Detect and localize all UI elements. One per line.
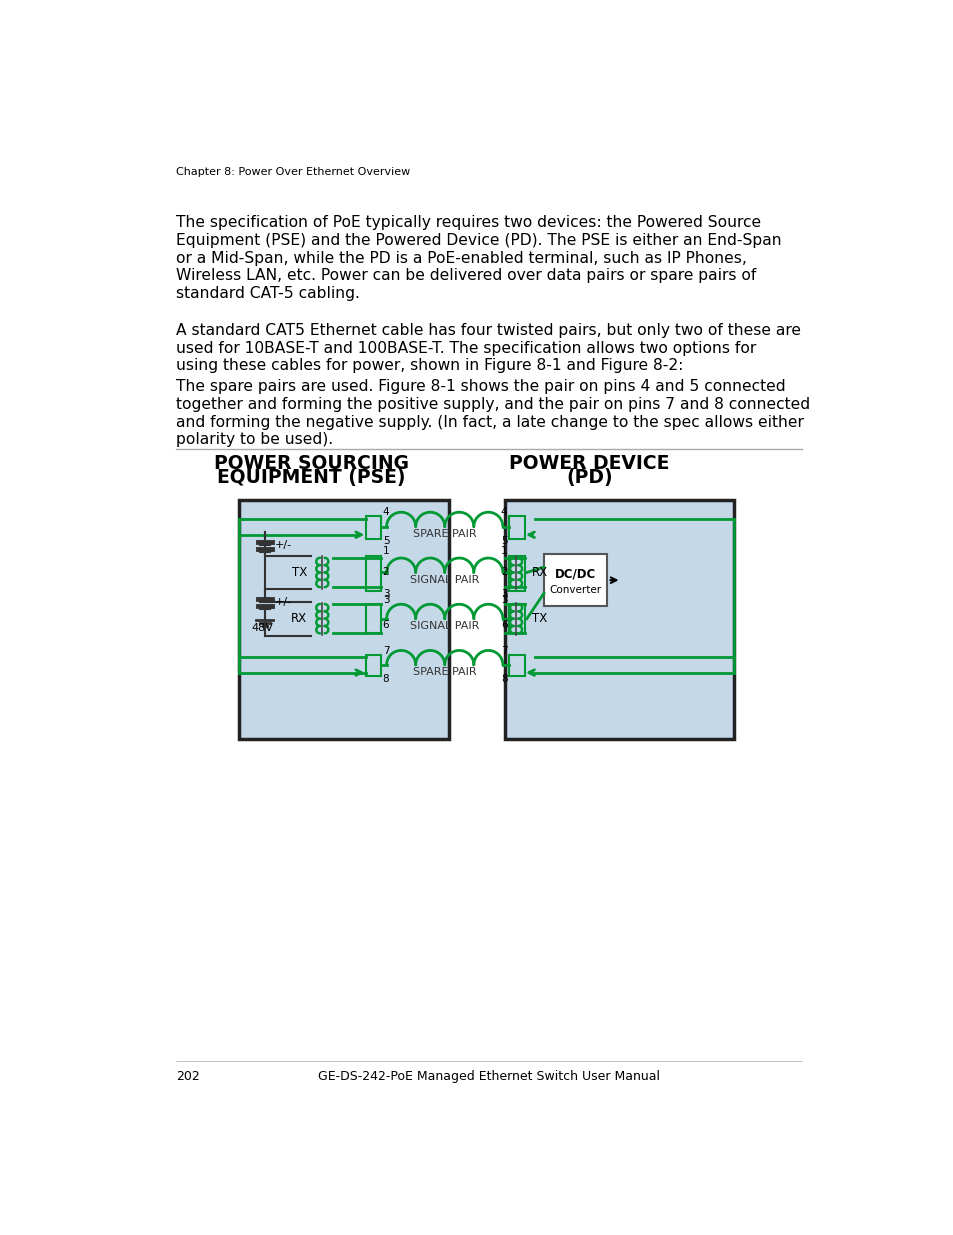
Text: 8: 8 <box>500 674 507 684</box>
FancyBboxPatch shape <box>509 516 524 538</box>
FancyBboxPatch shape <box>365 655 381 677</box>
Text: TX: TX <box>292 566 307 579</box>
Text: The spare pairs are used. Figure 8-1 shows the pair on pins 4 and 5 connected: The spare pairs are used. Figure 8-1 sho… <box>175 379 784 394</box>
Text: 202: 202 <box>175 1070 199 1083</box>
Text: 7: 7 <box>382 646 389 656</box>
Text: 1: 1 <box>382 546 389 556</box>
FancyBboxPatch shape <box>365 556 381 592</box>
Text: DC/DC: DC/DC <box>555 567 596 580</box>
Text: +/-: +/- <box>274 540 292 550</box>
Text: 3: 3 <box>382 595 389 605</box>
Text: GE-DS-242-PoE Managed Ethernet Switch User Manual: GE-DS-242-PoE Managed Ethernet Switch Us… <box>317 1070 659 1083</box>
Text: 7: 7 <box>500 646 507 656</box>
Text: RX: RX <box>291 613 307 625</box>
FancyBboxPatch shape <box>509 604 524 634</box>
Text: or a Mid-Span, while the PD is a PoE-enabled terminal, such as IP Phones,: or a Mid-Span, while the PD is a PoE-ena… <box>175 251 746 266</box>
FancyBboxPatch shape <box>365 604 381 634</box>
Text: SIGNAL PAIR: SIGNAL PAIR <box>410 621 479 631</box>
FancyBboxPatch shape <box>509 556 524 592</box>
FancyBboxPatch shape <box>509 655 524 677</box>
Text: 2: 2 <box>382 567 389 578</box>
Text: Wireless LAN, etc. Power can be delivered over data pairs or spare pairs of: Wireless LAN, etc. Power can be delivere… <box>175 268 756 283</box>
Text: SIGNAL PAIR: SIGNAL PAIR <box>410 574 479 585</box>
Text: 2: 2 <box>500 567 507 578</box>
Text: polarity to be used).: polarity to be used). <box>175 432 333 447</box>
Text: 5: 5 <box>382 536 389 546</box>
Text: 4: 4 <box>382 508 389 517</box>
FancyBboxPatch shape <box>239 500 448 739</box>
Text: (PD): (PD) <box>566 468 613 487</box>
Text: A standard CAT5 Ethernet cable has four twisted pairs, but only two of these are: A standard CAT5 Ethernet cable has four … <box>175 324 800 338</box>
Text: standard CAT-5 cabling.: standard CAT-5 cabling. <box>175 287 359 301</box>
Text: 3: 3 <box>500 595 507 605</box>
Text: EQUIPMENT (PSE): EQUIPMENT (PSE) <box>217 468 405 487</box>
Text: used for 10BASE-T and 100BASE-T. The specification allows two options for: used for 10BASE-T and 100BASE-T. The spe… <box>175 341 756 356</box>
Text: 8: 8 <box>382 674 389 684</box>
Text: 1: 1 <box>500 546 507 556</box>
Text: 4: 4 <box>500 508 507 517</box>
FancyBboxPatch shape <box>543 555 607 606</box>
Text: TX: TX <box>531 613 546 625</box>
Text: Converter: Converter <box>549 584 601 594</box>
Text: 6: 6 <box>382 620 389 630</box>
FancyBboxPatch shape <box>505 500 733 739</box>
Text: using these cables for power, shown in Figure 8-1 and Figure 8-2:: using these cables for power, shown in F… <box>175 358 682 373</box>
Text: Chapter 8: Power Over Ethernet Overview: Chapter 8: Power Over Ethernet Overview <box>175 168 410 178</box>
Text: POWER DEVICE: POWER DEVICE <box>509 454 669 473</box>
Text: POWER SOURCING: POWER SOURCING <box>213 454 409 473</box>
Text: 48V: 48V <box>251 622 273 632</box>
FancyBboxPatch shape <box>365 516 381 538</box>
Text: SPARE PAIR: SPARE PAIR <box>413 667 476 677</box>
Text: SPARE PAIR: SPARE PAIR <box>413 529 476 538</box>
Text: The specification of PoE typically requires two devices: the Powered Source: The specification of PoE typically requi… <box>175 215 760 230</box>
Text: 3: 3 <box>382 589 389 599</box>
Text: together and forming the positive supply, and the pair on pins 7 and 8 connected: together and forming the positive supply… <box>175 396 809 412</box>
Text: 6: 6 <box>500 620 507 630</box>
Text: RX: RX <box>531 566 547 579</box>
Text: 3: 3 <box>500 589 507 599</box>
Text: Equipment (PSE) and the Powered Device (PD). The PSE is either an End-Span: Equipment (PSE) and the Powered Device (… <box>175 233 781 248</box>
Text: +/-: +/- <box>274 597 292 606</box>
Text: and forming the negative supply. (In fact, a late change to the spec allows eith: and forming the negative supply. (In fac… <box>175 415 802 430</box>
Text: 5: 5 <box>500 536 507 546</box>
